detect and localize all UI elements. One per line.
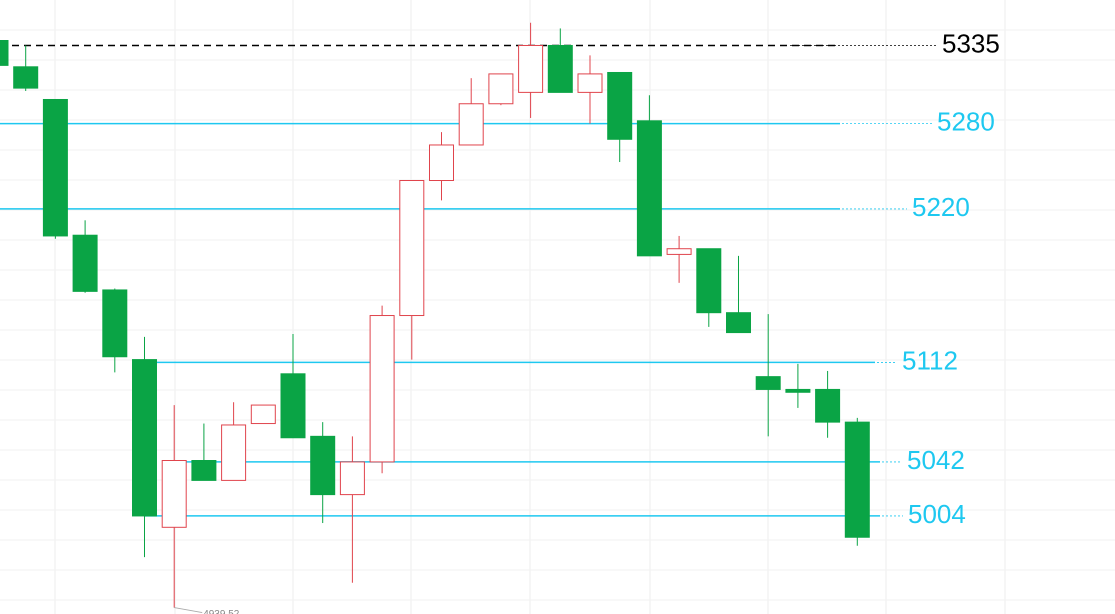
candle-body <box>369 315 395 463</box>
candle-body <box>726 312 751 334</box>
level-label: 5004 <box>908 499 966 529</box>
candle-body <box>547 44 573 93</box>
candle-body <box>755 376 781 390</box>
candle-body <box>72 234 98 292</box>
level-label: 5042 <box>907 445 965 475</box>
low-pointer <box>174 607 203 613</box>
level-label: 5112 <box>902 345 958 375</box>
low-label: 4939.52 <box>203 609 240 614</box>
candle-body <box>607 71 633 140</box>
candle-body <box>666 248 692 255</box>
candle-body <box>0 40 9 66</box>
candle-body <box>399 180 425 317</box>
candle-body <box>191 460 217 481</box>
candle-body <box>13 66 39 89</box>
candle-body <box>518 44 544 93</box>
candle-body <box>339 461 365 496</box>
candle-body <box>577 73 603 93</box>
level-label: 5335 <box>942 28 1000 58</box>
candle-body <box>280 373 306 439</box>
candle-body <box>696 248 722 314</box>
candle-body <box>132 359 157 517</box>
candle-body <box>429 144 454 182</box>
level-label: 5220 <box>912 192 970 222</box>
candle-body <box>636 120 662 257</box>
candle-body <box>102 289 128 358</box>
candle-body <box>815 388 841 423</box>
level-label: 5280 <box>937 107 995 137</box>
candle-body <box>161 460 187 528</box>
candle-body <box>488 73 514 105</box>
candle-body <box>458 103 484 146</box>
candle-body <box>785 388 811 393</box>
candle-body <box>250 404 276 425</box>
candle-body <box>844 421 870 538</box>
candle-body <box>221 424 247 481</box>
candle-body <box>310 435 336 496</box>
candle-body <box>42 98 68 237</box>
